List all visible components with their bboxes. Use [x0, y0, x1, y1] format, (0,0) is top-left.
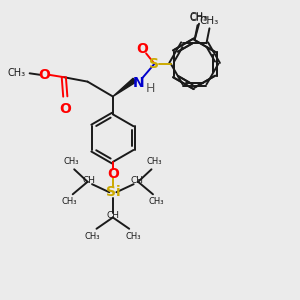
Text: O: O	[136, 42, 148, 56]
Text: CH₃: CH₃	[125, 232, 141, 241]
Text: CH: CH	[82, 176, 96, 184]
Text: CH₃: CH₃	[190, 12, 208, 22]
Text: O: O	[107, 167, 119, 181]
Text: N: N	[132, 76, 144, 90]
Text: O: O	[38, 68, 50, 82]
Text: O: O	[59, 102, 71, 116]
Text: CH: CH	[106, 212, 119, 220]
Text: S: S	[149, 57, 160, 71]
Text: CH₃: CH₃	[147, 157, 162, 166]
Polygon shape	[113, 78, 136, 97]
Text: CH₃: CH₃	[85, 232, 100, 241]
Text: Si: Si	[106, 185, 120, 199]
Text: CH: CH	[130, 176, 143, 184]
Text: H: H	[146, 82, 155, 95]
Text: CH₃: CH₃	[7, 68, 25, 78]
Text: CH₃: CH₃	[189, 13, 207, 23]
Text: CH₃: CH₃	[64, 157, 79, 166]
Text: CH₃: CH₃	[149, 197, 164, 206]
Text: CH₃: CH₃	[200, 16, 219, 26]
Text: CH₃: CH₃	[61, 197, 77, 206]
